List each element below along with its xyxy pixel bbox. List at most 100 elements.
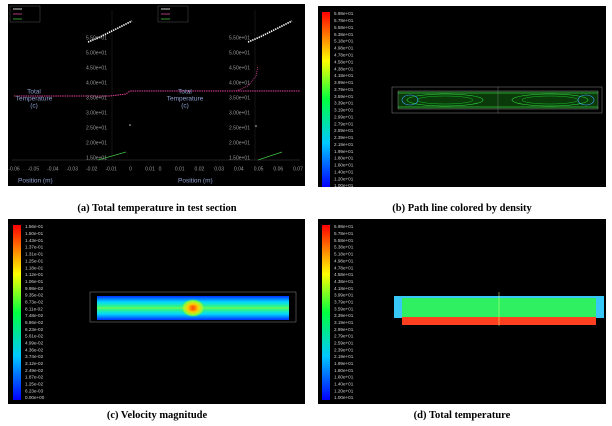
colorbar-label: 2.39e+01 — [334, 135, 354, 140]
colorbar-label: 2.59e+01 — [334, 128, 354, 133]
colorbar-label: 3.59e+01 — [334, 306, 354, 311]
curve-white — [247, 20, 293, 43]
colorbar-label: 1.25e-02 — [25, 382, 44, 387]
colorbar-label: 4.38e+01 — [334, 279, 354, 284]
colorbar-label: 1.40e+01 — [334, 169, 354, 174]
panel-a-bg — [8, 4, 305, 186]
colorbar-label: 1.12e-01 — [25, 272, 44, 277]
legend-box — [157, 5, 189, 23]
pathline — [511, 93, 589, 107]
colorbar-label: 1.40e+01 — [334, 382, 354, 387]
curve-white — [87, 20, 133, 43]
colorbar-label: 7.48e-02 — [25, 313, 44, 318]
colorbar-label: 3.39e+01 — [334, 101, 354, 106]
curve-pink — [14, 90, 300, 97]
colorbar-label: 8.73e-02 — [25, 299, 44, 304]
colorbar-label: 2.19e+01 — [334, 142, 354, 147]
colorbar-label: 2.99e+01 — [334, 114, 354, 119]
colorbar-label: 5.61e-02 — [25, 334, 44, 339]
panel-d-domain — [394, 292, 604, 326]
colorbar-label: 1.00e+01 — [334, 183, 354, 188]
colorbar-label: 1.99e+01 — [334, 149, 354, 154]
colorbar-label: 3.99e+01 — [334, 80, 354, 85]
colorbar-label: 1.60e+01 — [334, 375, 354, 380]
panel-a-plot — [9, 5, 300, 161]
y-tick-label: 5.50e+01 — [86, 35, 107, 41]
x-tick-label: 0.01 — [145, 166, 155, 172]
colorbar-label: 3.19e+01 — [334, 320, 354, 325]
y-tick-label: 1.50e+01 — [86, 155, 107, 161]
x-axis-label: Position (m) — [18, 178, 53, 185]
colorbar-label: 2.99e+01 — [334, 327, 354, 332]
x-tick-label: 0.03 — [214, 166, 224, 172]
colorbar-label: 2.39e+01 — [334, 347, 354, 352]
caption: (c) Velocity magnitude — [107, 410, 208, 421]
colorbar-label: 5.18e+01 — [334, 252, 354, 257]
colorbar-label: 2.59e+01 — [334, 340, 354, 345]
y-tick-label: 1.50e+01 — [229, 155, 250, 161]
marker — [129, 124, 131, 126]
colorbar-label: 3.59e+01 — [334, 94, 354, 99]
y-tick-label: 3.50e+01 — [86, 95, 107, 101]
curve-pink — [235, 65, 259, 92]
x-tick-label: 0 — [159, 166, 162, 172]
colorbar-label: 5.38e+01 — [334, 32, 354, 37]
y-tick-label: 4.50e+01 — [86, 65, 107, 71]
pathline — [401, 94, 419, 106]
colorbar-label: 1.80e+01 — [334, 368, 354, 373]
colorbar-label: 4.18e+01 — [334, 286, 354, 291]
colorbar-label: 6.23e-02 — [25, 327, 44, 332]
colorbar-label: 5.78e+01 — [334, 18, 354, 23]
colorbar-label: 3.79e+01 — [334, 87, 354, 92]
colorbar-label: 6.86e-02 — [25, 320, 44, 325]
colorbar-label: 1.18e-01 — [25, 265, 44, 270]
colorbar-label: 1.56e-01 — [25, 224, 44, 229]
y-tick-label: 4.50e+01 — [229, 65, 250, 71]
colorbar-label: 1.50e-01 — [25, 231, 44, 236]
x-tick-label: 0.05 — [254, 166, 264, 172]
colorbar-label: 9.98e-02 — [25, 286, 44, 291]
colorbar-label: 8.11e-02 — [25, 306, 43, 311]
colorbar-label: 4.58e+01 — [334, 59, 354, 64]
caption: (b) Path line colored by density — [392, 203, 532, 214]
colorbar-label: 1.20e+01 — [334, 176, 354, 181]
colorbar-label: 1.31e-01 — [25, 252, 44, 257]
colorbar-label: 9.35e-02 — [25, 293, 44, 298]
caption: (d) Total temperature — [414, 410, 511, 421]
colorbar-label: 1.99e+01 — [334, 361, 354, 366]
colorbar-label: 4.99e-02 — [25, 340, 44, 345]
x-tick-label: -0.03 — [67, 166, 79, 172]
pathline — [577, 94, 595, 106]
y-tick-label: 3.00e+01 — [229, 110, 250, 116]
x-tick-label: -0.02 — [86, 166, 98, 172]
colorbar-label: 1.06e-01 — [25, 279, 44, 284]
x-tick-label: 0.01 — [175, 166, 185, 172]
domain-outline — [391, 86, 603, 114]
curve-green — [97, 151, 127, 161]
colorbar — [13, 225, 21, 400]
colorbar-label: 1.87e-02 — [25, 375, 44, 380]
x-tick-label: -0.01 — [105, 166, 117, 172]
colorbar-label: 2.49e-02 — [25, 368, 44, 373]
y-tick-label: 5.50e+01 — [229, 35, 250, 41]
y-axis-label: (c) — [30, 103, 38, 110]
colorbar-label: 1.37e-01 — [25, 245, 44, 250]
colorbar-label: 3.74e-02 — [25, 354, 44, 359]
colorbar-label: 4.78e+01 — [334, 265, 354, 270]
pathline — [416, 95, 474, 105]
x-tick-label: 0.04 — [234, 166, 244, 172]
colorbar-label: 1.43e-01 — [25, 238, 44, 243]
colorbar-label: 4.36e-02 — [25, 347, 44, 352]
colorbar-label: 0.00e+00 — [25, 395, 45, 400]
colorbar-label: 4.58e+01 — [334, 272, 354, 277]
colorbar-label: 4.98e+01 — [334, 258, 354, 263]
x-tick-label: -0.05 — [28, 166, 40, 172]
colorbar-label: 3.19e+01 — [334, 108, 354, 113]
colorbar-label: 3.12e-02 — [25, 361, 44, 366]
colorbar-label: 3.99e+01 — [334, 293, 354, 298]
x-axis-label: Position (m) — [178, 178, 213, 185]
y-tick-label: 3.00e+01 — [86, 110, 107, 116]
pathline — [406, 93, 484, 107]
